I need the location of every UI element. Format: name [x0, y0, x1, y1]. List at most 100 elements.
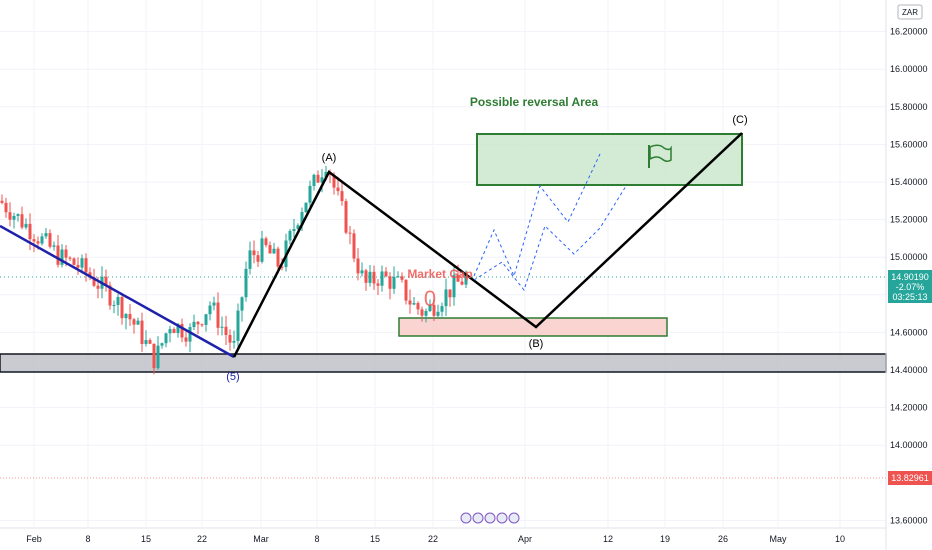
candle-body — [272, 248, 276, 254]
candle-body — [148, 340, 152, 344]
candle-body — [228, 335, 232, 343]
candle-body — [88, 272, 92, 278]
gap-marker: 0 — [424, 286, 436, 311]
y-tick-label: 16.20000 — [890, 27, 928, 37]
wave-label-5: (5) — [226, 371, 239, 383]
y-tick-label: 14.00000 — [890, 440, 928, 450]
downtrend-line[interactable] — [0, 224, 235, 359]
candle-body — [76, 264, 80, 268]
candle-body — [128, 313, 132, 320]
y-tick-label: 15.80000 — [890, 102, 928, 112]
candle-body — [8, 212, 12, 220]
vertical-gridlines — [33, 0, 841, 528]
candle-body — [112, 304, 116, 306]
candle-body — [200, 324, 204, 326]
candle-body — [428, 304, 432, 312]
x-tick-label: 8 — [85, 534, 90, 544]
y-tick-label: 14.60000 — [890, 327, 928, 337]
candle-body — [456, 275, 460, 282]
candle-body — [380, 271, 384, 286]
time-axis[interactable]: Feb 8 15 22 Mar 8 15 22 Apr 12 19 26 May 10 — [26, 534, 845, 544]
x-tick-label: Feb — [26, 534, 42, 544]
candle-body — [324, 171, 328, 178]
candle-body — [32, 239, 36, 242]
low-price-box: 13.82961 — [888, 471, 932, 485]
candle-body — [104, 276, 108, 286]
candle-body — [56, 245, 60, 265]
candle-body — [180, 323, 184, 338]
y-tick-label: 15.60000 — [890, 139, 928, 149]
candle-body — [204, 314, 208, 325]
currency-label: ZAR — [902, 8, 918, 17]
candle-body — [80, 258, 84, 268]
candle-body — [236, 310, 240, 341]
candle-body — [244, 268, 248, 298]
candle-body — [464, 274, 468, 285]
candle-body — [176, 323, 180, 334]
wave-label-b: (B) — [529, 338, 544, 350]
market-gap-zone[interactable] — [398, 317, 668, 337]
support-zone[interactable] — [0, 353, 887, 373]
candle-body — [20, 214, 24, 228]
candle-body — [412, 303, 416, 305]
x-tick-label: 22 — [428, 534, 438, 544]
current-price-change: -2.07% — [896, 282, 925, 292]
candle-body — [24, 223, 28, 228]
y-tick-label: 14.40000 — [890, 365, 928, 375]
candle-body — [396, 276, 400, 278]
candle-body — [0, 200, 4, 203]
candle-body — [212, 302, 216, 306]
candle-body — [160, 343, 164, 346]
candle-body — [84, 258, 88, 273]
x-tick-label: 15 — [141, 534, 151, 544]
candle-body — [376, 283, 380, 286]
candle-body — [440, 306, 444, 312]
candle-body — [48, 233, 52, 247]
candle-body — [360, 270, 364, 274]
candle-body — [256, 255, 260, 262]
candle-body — [316, 174, 320, 183]
candle-body — [368, 271, 372, 283]
candle-body — [348, 232, 352, 234]
candle-body — [92, 277, 96, 286]
candle-body — [16, 214, 20, 216]
x-tick-label: May — [769, 534, 787, 544]
candle-body — [224, 326, 228, 336]
candle-body — [260, 238, 264, 262]
candle-body — [136, 320, 140, 325]
x-tick-label: Mar — [253, 534, 269, 544]
price-axis[interactable]: 16.20000 16.00000 15.80000 15.60000 15.40000… — [890, 27, 928, 526]
candle-body — [12, 215, 16, 220]
abc-wave-path[interactable] — [232, 132, 743, 358]
event-badges[interactable] — [460, 512, 520, 524]
x-tick-label: 15 — [370, 534, 380, 544]
candle-body — [164, 333, 168, 344]
candle-body — [452, 275, 456, 298]
candle-body — [52, 245, 56, 247]
candle-body — [336, 187, 340, 192]
x-tick-label: 10 — [835, 534, 845, 544]
candle-body — [404, 279, 408, 301]
reversal-zone[interactable] — [476, 133, 743, 186]
candle-body — [312, 174, 316, 186]
candle-body — [268, 245, 272, 254]
candle-body — [188, 327, 192, 342]
candle-body — [264, 238, 268, 246]
x-tick-label: 12 — [603, 534, 613, 544]
candle-body — [392, 276, 396, 289]
candle-body — [276, 248, 280, 267]
candle-body — [356, 258, 360, 274]
candle-body — [432, 304, 436, 316]
currency-badge[interactable] — [897, 4, 923, 20]
candle-body — [420, 309, 424, 316]
y-tick-label: 15.40000 — [890, 177, 928, 187]
candle-body — [108, 285, 112, 306]
wave-label-c: (C) — [732, 114, 747, 126]
x-tick-label: 8 — [314, 534, 319, 544]
candle-body — [252, 250, 256, 256]
candle-body — [448, 289, 452, 298]
candle-body — [232, 340, 236, 343]
current-price-countdown: 03:25:13 — [892, 292, 927, 302]
candle-body — [72, 258, 76, 265]
